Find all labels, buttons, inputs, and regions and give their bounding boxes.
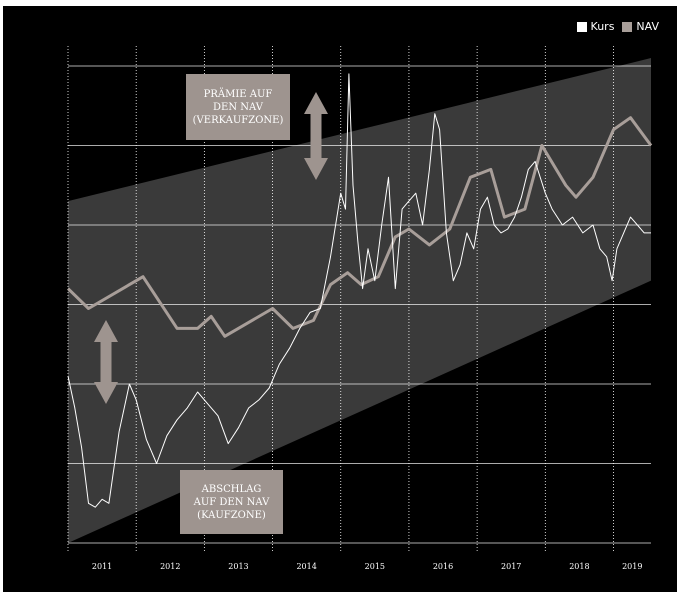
x-tick-label: 2013 [228, 562, 248, 571]
x-tick-label: 2015 [365, 562, 385, 571]
legend-label-nav: NAV [636, 20, 659, 33]
nav-series-line [66, 116, 653, 338]
legend-item-kurs: Kurs [576, 20, 615, 33]
valuation-band [68, 58, 651, 544]
nav-swatch [622, 21, 633, 32]
x-tick-label: 2011 [92, 562, 112, 571]
legend: Kurs NAV [576, 20, 659, 33]
x-tick-label: 2019 [622, 562, 642, 571]
kurs-series-line [67, 73, 651, 508]
x-tick-label: 2012 [160, 562, 180, 571]
premium-callout-text: PRÄMIE AUF DEN NAV (VERKAUFZONE) [192, 88, 284, 126]
x-tick-label: 2018 [569, 562, 589, 571]
premium-double-arrow-icon [304, 92, 328, 180]
discount-callout: ABSCHLAG AUF DEN NAV (KAUFZONE) [180, 470, 283, 534]
discount-double-arrow-icon [94, 320, 118, 404]
x-tick-label: 2017 [501, 562, 521, 571]
kurs-swatch [576, 21, 587, 32]
x-tick-label: 2016 [433, 562, 453, 571]
legend-label-kurs: Kurs [590, 20, 615, 33]
chart-frame: 2011 2012 2013 2014 2015 2016 2017 2018 2019 Kur… [3, 6, 677, 592]
premium-callout: PRÄMIE AUF DEN NAV (VERKAUFZONE) [186, 74, 290, 140]
discount-callout-text: ABSCHLAG AUF DEN NAV (KAUFZONE) [193, 483, 270, 521]
chart-svg: 2011 2012 2013 2014 2015 2016 2017 2018 2019 [66, 46, 653, 571]
legend-item-nav: NAV [622, 20, 659, 33]
x-tick-label: 2014 [296, 562, 316, 571]
